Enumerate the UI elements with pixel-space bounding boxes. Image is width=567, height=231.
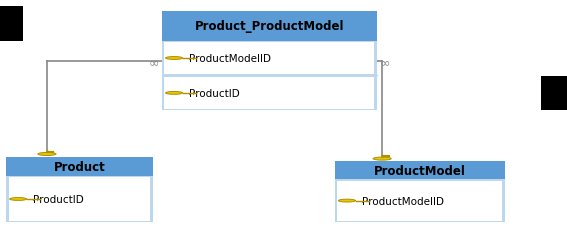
FancyBboxPatch shape bbox=[337, 181, 502, 221]
Text: Product_ProductModel: Product_ProductModel bbox=[194, 20, 344, 33]
Text: ProductModel: ProductModel bbox=[374, 164, 466, 177]
FancyBboxPatch shape bbox=[335, 162, 505, 222]
FancyBboxPatch shape bbox=[6, 157, 153, 222]
Ellipse shape bbox=[10, 198, 27, 201]
FancyBboxPatch shape bbox=[6, 176, 153, 222]
FancyBboxPatch shape bbox=[162, 12, 377, 111]
FancyBboxPatch shape bbox=[162, 41, 377, 111]
Ellipse shape bbox=[166, 57, 183, 60]
Text: ∞: ∞ bbox=[380, 56, 390, 69]
Text: Product: Product bbox=[53, 160, 105, 173]
FancyBboxPatch shape bbox=[9, 178, 150, 221]
FancyBboxPatch shape bbox=[164, 43, 374, 75]
FancyBboxPatch shape bbox=[0, 7, 23, 42]
FancyBboxPatch shape bbox=[335, 162, 505, 180]
Text: ProductModelID: ProductModelID bbox=[362, 196, 444, 206]
FancyBboxPatch shape bbox=[162, 12, 377, 41]
FancyBboxPatch shape bbox=[6, 157, 153, 176]
FancyBboxPatch shape bbox=[335, 180, 505, 222]
Ellipse shape bbox=[373, 157, 391, 161]
FancyBboxPatch shape bbox=[541, 76, 567, 111]
Ellipse shape bbox=[38, 153, 56, 156]
Text: ProductModelID: ProductModelID bbox=[189, 54, 271, 64]
FancyBboxPatch shape bbox=[164, 77, 374, 110]
Ellipse shape bbox=[166, 92, 183, 95]
Text: ProductID: ProductID bbox=[33, 194, 84, 204]
Text: ∞: ∞ bbox=[149, 56, 159, 69]
Text: ProductID: ProductID bbox=[189, 88, 240, 98]
Ellipse shape bbox=[338, 199, 356, 202]
